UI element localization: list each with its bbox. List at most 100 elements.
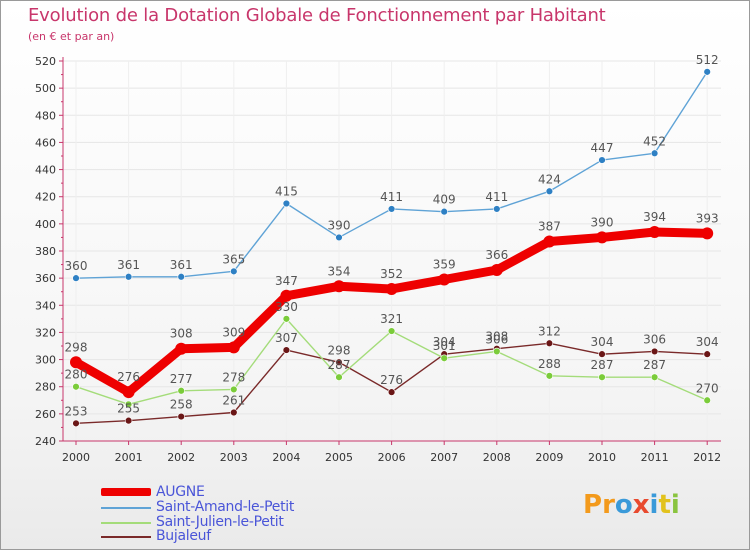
- data-point-saint-amand-le-petit: [703, 68, 711, 76]
- value-label-bujaleuf: 261: [222, 394, 245, 408]
- legend-swatch-bujaleuf: [101, 536, 151, 538]
- value-label-bujaleuf: 253: [65, 404, 88, 418]
- data-point-saint-amand-le-petit: [545, 187, 554, 195]
- y-tick-label: 380: [35, 245, 56, 258]
- value-label-saint-amand-le-petit: 409: [433, 193, 456, 207]
- data-point-saint-julien-le-petit: [493, 347, 501, 356]
- logo-letter: t: [658, 490, 671, 520]
- proxiti-logo: Proxiti: [583, 490, 680, 520]
- y-tick-label: 260: [35, 408, 56, 421]
- value-label-bujaleuf: 258: [170, 398, 193, 412]
- data-point-augne: [227, 341, 240, 354]
- logo-letter: r: [602, 490, 615, 520]
- legend-label-saint-amand-le-petit: Saint-Amand-le-Petit: [156, 499, 295, 515]
- value-label-saint-julien-le-petit: 301: [433, 339, 456, 353]
- data-point-saint-julien-le-petit: [703, 396, 711, 404]
- value-label-augne: 352: [380, 267, 403, 281]
- x-tick-label: 2005: [325, 451, 353, 464]
- data-point-augne: [490, 264, 503, 276]
- y-tick-label: 340: [35, 299, 56, 312]
- legend-item-bujaleuf: Bujaleuf: [101, 528, 361, 544]
- chart-title: Evolution de la Dotation Globale de Fonc…: [28, 5, 606, 26]
- value-label-augne: 359: [433, 258, 456, 272]
- data-point-saint-julien-le-petit: [650, 373, 659, 381]
- value-label-saint-amand-le-petit: 512: [696, 53, 719, 67]
- data-point-saint-julien-le-petit: [545, 372, 554, 380]
- data-point-augne: [333, 280, 345, 293]
- y-tick-label: 300: [35, 354, 56, 367]
- data-point-augne: [438, 273, 451, 286]
- value-label-saint-julien-le-petit: 288: [538, 357, 561, 371]
- value-label-augne: 393: [696, 211, 719, 225]
- value-label-bujaleuf: 276: [380, 373, 403, 387]
- value-label-augne: 366: [485, 248, 508, 262]
- data-point-bujaleuf: [650, 347, 659, 356]
- value-label-saint-amand-le-petit: 361: [170, 258, 193, 272]
- value-label-bujaleuf: 307: [275, 331, 298, 345]
- legend-swatch-saint-amand-le-petit: [101, 507, 151, 509]
- data-point-augne: [596, 231, 608, 244]
- data-point-saint-amand-le-petit: [598, 156, 606, 164]
- logo-letter: i: [649, 490, 659, 520]
- value-label-saint-amand-le-petit: 361: [117, 258, 140, 272]
- y-tick-label: 320: [35, 326, 56, 339]
- logo-letter: i: [670, 490, 680, 520]
- data-point-saint-amand-le-petit: [124, 273, 133, 281]
- value-label-saint-julien-le-petit: 306: [485, 332, 508, 346]
- chart-subtitle: (en € et par an): [28, 30, 115, 43]
- value-label-augne: 298: [65, 340, 88, 354]
- value-label-saint-julien-le-petit: 287: [643, 358, 666, 372]
- data-point-bujaleuf: [703, 350, 711, 358]
- logo-letter: o: [614, 490, 633, 520]
- data-point-saint-julien-le-petit: [387, 327, 396, 335]
- x-tick-label: 2004: [272, 451, 300, 464]
- legend-item-saint-amand-le-petit: Saint-Amand-le-Petit: [101, 499, 361, 515]
- data-point-bujaleuf: [124, 416, 133, 425]
- x-tick-label: 2001: [115, 451, 143, 464]
- value-label-saint-amand-le-petit: 365: [222, 252, 245, 266]
- data-point-saint-julien-le-petit: [124, 400, 133, 409]
- data-point-bujaleuf: [387, 388, 396, 396]
- x-tick-label: 2002: [167, 451, 195, 464]
- data-point-bujaleuf: [335, 358, 343, 366]
- data-point-saint-amand-le-petit: [440, 207, 448, 216]
- x-tick-label: 2007: [430, 451, 458, 464]
- data-point-saint-amand-le-petit: [387, 205, 396, 213]
- value-label-augne: 347: [275, 274, 298, 288]
- logo-letter: x: [632, 490, 650, 520]
- data-point-saint-amand-le-petit: [230, 267, 238, 276]
- y-tick-label: 400: [35, 218, 56, 231]
- x-tick-label: 2000: [62, 451, 90, 464]
- logo-letter: P: [583, 490, 603, 520]
- legend-label-saint-julien-le-petit: Saint-Julien-le-Petit: [156, 514, 284, 530]
- data-point-saint-julien-le-petit: [230, 385, 238, 394]
- axis-layer: 240 260 280 300 320 340 360 380 400 420 440 460 480 5…: [35, 55, 721, 464]
- data-point-augne: [385, 283, 398, 295]
- data-point-augne: [648, 226, 661, 238]
- value-label-saint-julien-le-petit: 287: [591, 358, 614, 372]
- data-point-bujaleuf: [282, 346, 291, 354]
- data-point-augne: [175, 342, 188, 355]
- value-label-bujaleuf: 304: [696, 335, 719, 349]
- data-point-augne: [70, 356, 82, 369]
- data-point-bujaleuf: [72, 419, 80, 428]
- data-point-augne: [280, 289, 293, 302]
- value-label-bujaleuf: 304: [433, 335, 456, 349]
- value-label-saint-julien-le-petit: 270: [696, 381, 719, 395]
- y-tick-label: 440: [35, 164, 56, 177]
- x-tick-label: 2011: [641, 451, 669, 464]
- data-point-saint-julien-le-petit: [177, 387, 185, 395]
- y-tick-label: 360: [35, 272, 56, 285]
- value-label-saint-amand-le-petit: 447: [591, 141, 614, 155]
- x-tick-label: 2006: [378, 451, 406, 464]
- legend-label-bujaleuf: Bujaleuf: [156, 528, 211, 544]
- value-label-bujaleuf: 298: [328, 343, 351, 357]
- legend-label-augne: AUGNE: [156, 484, 205, 500]
- value-label-saint-julien-le-petit: 330: [275, 300, 298, 314]
- data-point-saint-julien-le-petit: [72, 383, 80, 391]
- y-tick-label: 420: [35, 191, 56, 204]
- value-label-saint-julien-le-petit: 287: [328, 358, 351, 372]
- legend-swatch-augne: [101, 488, 151, 496]
